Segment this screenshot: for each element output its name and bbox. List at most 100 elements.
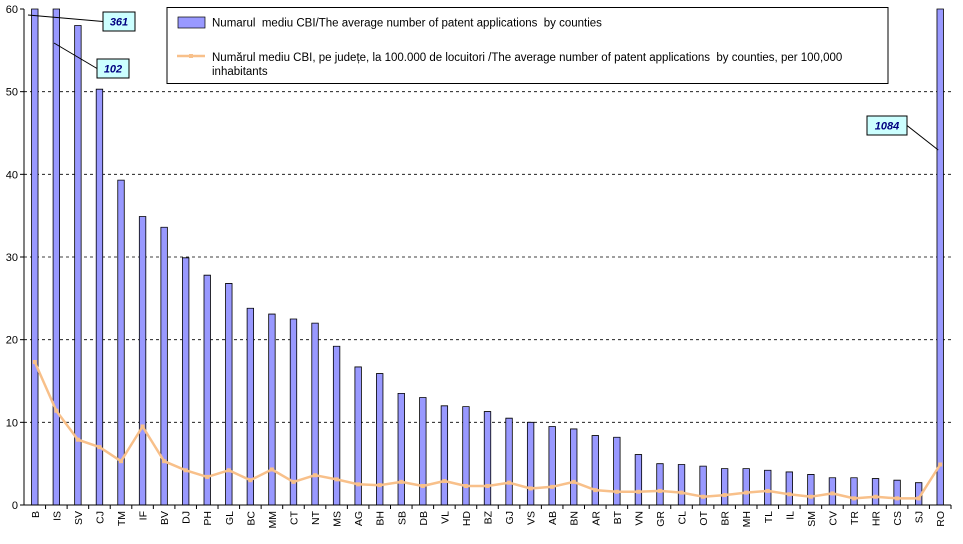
x-tick-label: SB xyxy=(396,511,408,525)
bar xyxy=(182,258,189,505)
bar xyxy=(894,480,901,505)
legend-bar-swatch xyxy=(178,17,205,28)
line-point xyxy=(205,475,209,479)
bar xyxy=(549,426,556,505)
legend-line-marker xyxy=(189,54,193,58)
line-point xyxy=(938,462,942,466)
line-point xyxy=(356,482,360,486)
x-tick-label: HR xyxy=(871,511,883,527)
line-point xyxy=(119,459,123,463)
bar xyxy=(312,323,319,505)
bar xyxy=(32,9,38,505)
line-point xyxy=(54,409,58,413)
annotation-leader-line xyxy=(28,15,103,22)
x-tick-label: GJ xyxy=(504,511,516,524)
x-tick-label: BN xyxy=(569,511,581,526)
line-point xyxy=(615,490,619,494)
x-tick-label: OT xyxy=(698,510,710,525)
x-tick-label: AB xyxy=(547,511,559,525)
bar xyxy=(678,464,685,505)
line-point xyxy=(809,495,813,499)
line-point xyxy=(787,492,791,496)
x-tick-label: CV xyxy=(827,511,839,526)
line-point xyxy=(529,486,533,490)
line-point xyxy=(421,484,425,488)
bar xyxy=(290,319,297,505)
line-point xyxy=(270,467,274,471)
x-tick-label: HD xyxy=(461,511,473,527)
x-tick-label: RO xyxy=(935,511,947,527)
x-axis-ticks: BISSVCJTMIFBVDJPHGLBCMMCTNTMSAGBHSBDBVLH… xyxy=(30,505,951,529)
x-tick-label: VS xyxy=(526,511,538,525)
line-point xyxy=(636,490,640,494)
x-tick-label: PH xyxy=(202,511,214,526)
x-tick-label: DJ xyxy=(181,511,193,524)
line-point xyxy=(680,491,684,495)
y-tick-label: 50 xyxy=(6,87,18,99)
y-tick-label: 40 xyxy=(6,169,18,181)
bar xyxy=(570,429,577,505)
y-tick-label: 10 xyxy=(6,417,18,429)
y-tick-label: 20 xyxy=(6,335,18,347)
bar xyxy=(829,478,836,505)
x-tick-label: MH xyxy=(741,511,753,527)
line-point xyxy=(76,438,80,442)
bar xyxy=(463,407,470,505)
x-tick-label: TL xyxy=(763,511,775,523)
annotation-label: 361 xyxy=(110,17,128,29)
x-tick-label: BC xyxy=(245,511,257,526)
bar xyxy=(269,314,276,505)
legend-line-label-line1: Numărul mediu CBI, pe județe, la 100.000… xyxy=(212,52,842,64)
bar xyxy=(592,436,599,505)
x-tick-label: TR xyxy=(849,511,861,525)
line-point xyxy=(917,496,921,500)
line-point xyxy=(335,477,339,481)
bar xyxy=(872,479,879,505)
bar xyxy=(721,469,728,505)
line-point xyxy=(141,424,145,428)
legend-bar-label: Numarul mediu CBI/The average number of … xyxy=(212,18,602,30)
line-point xyxy=(184,468,188,472)
line-point xyxy=(162,459,166,463)
bar xyxy=(527,422,534,505)
line-point xyxy=(593,488,597,492)
x-tick-label: IF xyxy=(138,511,150,520)
x-tick-label: BV xyxy=(159,511,171,525)
annotation-label: 102 xyxy=(104,64,122,76)
x-tick-label: CS xyxy=(892,511,904,526)
line-point xyxy=(830,491,834,495)
annotation-leader-line xyxy=(907,126,938,151)
x-tick-label: IL xyxy=(784,511,796,520)
x-tick-label: IS xyxy=(51,511,63,521)
line-point xyxy=(852,496,856,500)
x-tick-label: SV xyxy=(73,511,85,525)
y-tick-label: 30 xyxy=(6,252,18,264)
bar xyxy=(75,26,82,505)
legend-line-label-line2: inhabitants xyxy=(212,66,268,78)
annotation-label: 1084 xyxy=(875,121,899,133)
bar xyxy=(96,89,103,505)
bar xyxy=(743,469,750,505)
line-point xyxy=(291,480,295,484)
bar xyxy=(851,478,858,505)
x-tick-label: MS xyxy=(332,511,344,527)
x-tick-label: MM xyxy=(267,511,279,529)
x-tick-label: SJ xyxy=(914,511,926,523)
bar xyxy=(657,464,664,505)
x-tick-label: BT xyxy=(612,510,624,524)
x-tick-label: VL xyxy=(439,511,451,524)
line-point xyxy=(378,483,382,487)
line-point xyxy=(874,495,878,499)
x-tick-label: BR xyxy=(720,511,732,526)
x-tick-label: CT xyxy=(289,510,301,525)
bar xyxy=(786,472,793,505)
bar xyxy=(635,455,642,505)
x-tick-label: GR xyxy=(655,511,667,527)
bar xyxy=(808,474,815,505)
x-tick-label: CL xyxy=(677,511,689,525)
x-tick-label: AR xyxy=(590,511,602,526)
bar xyxy=(700,466,707,505)
bar xyxy=(204,275,211,505)
x-tick-label: CJ xyxy=(95,511,107,524)
